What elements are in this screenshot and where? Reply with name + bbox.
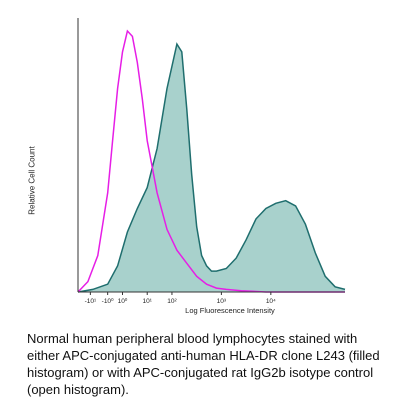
x-tick-label: 10³ bbox=[217, 298, 227, 305]
filled-histogram-area bbox=[78, 44, 345, 292]
x-axis-label: Log Fluorescence Intensity bbox=[185, 306, 275, 315]
histogram-figure: Relative Cell Count -10¹ -10⁰ 10⁰ 10¹ 10² 10³… bbox=[28, 18, 346, 315]
figure-caption: Normal human peripheral blood lymphocyte… bbox=[27, 331, 380, 397]
filled-histogram-outline bbox=[77, 42, 346, 293]
x-tick-label: 10⁰ bbox=[118, 297, 128, 305]
x-tick-label: 10¹ bbox=[143, 298, 153, 305]
x-tick-label: 10² bbox=[167, 298, 177, 305]
open-histogram-line bbox=[77, 29, 345, 293]
x-tick-label: -10⁰ bbox=[102, 297, 114, 305]
x-tick-label: 10⁴ bbox=[266, 298, 276, 305]
histogram-plot: -10¹ -10⁰ 10⁰ 10¹ 10² 10³ 10⁴ bbox=[77, 18, 346, 305]
x-tick-label: -10¹ bbox=[85, 298, 97, 305]
